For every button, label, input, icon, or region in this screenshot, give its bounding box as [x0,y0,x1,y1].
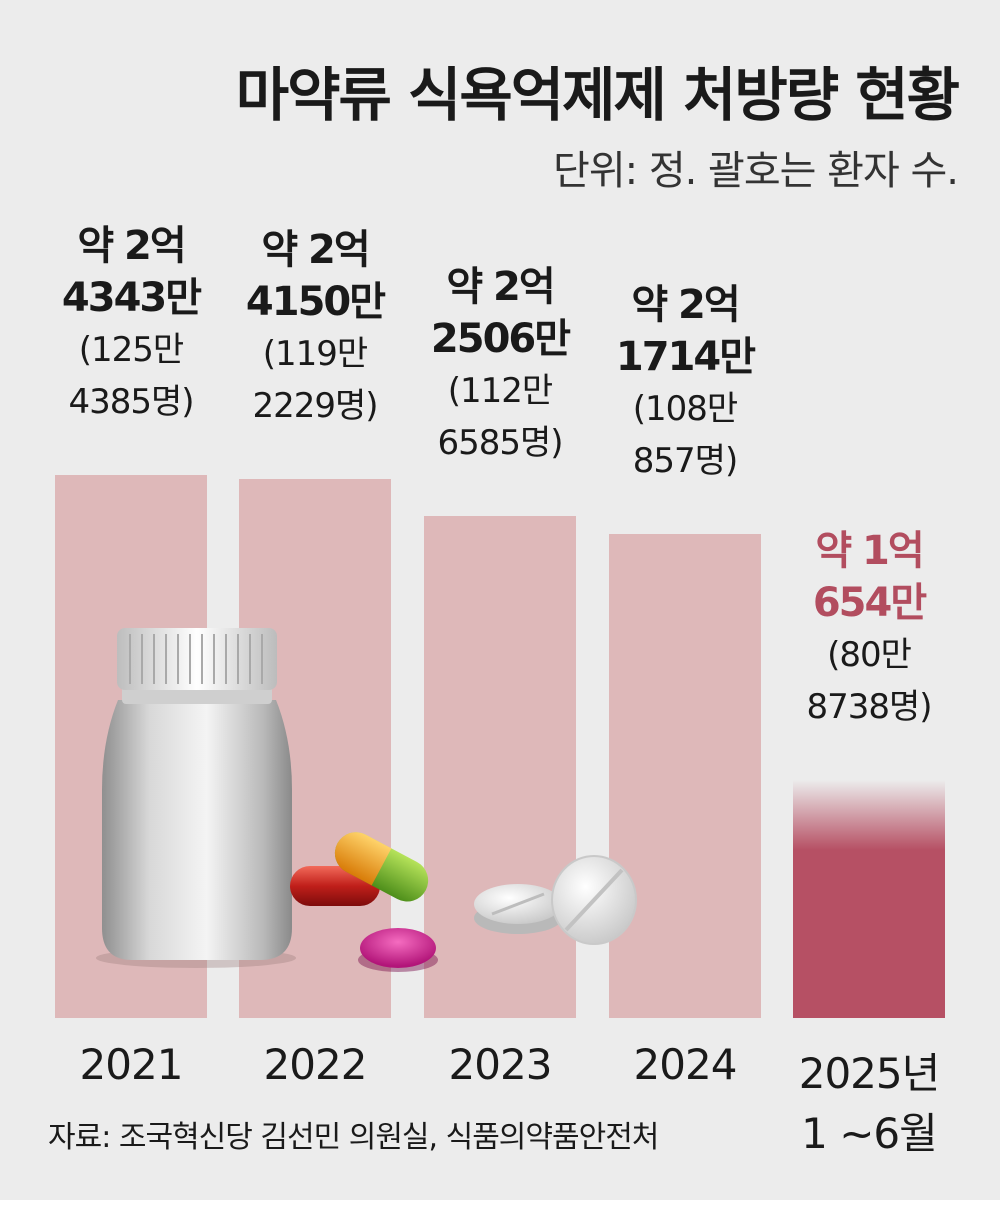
x-tick-label-2: 2023 [448,1040,553,1089]
value-line-1: 약 2억 [446,264,555,311]
x-tick-label-4: 2025년 [798,1049,941,1098]
patients-line-1: (80만 [827,635,912,676]
x-tick-label-1: 2022 [263,1040,368,1089]
patients-line-2: 2229명) [252,386,378,427]
value-label-4: 약 1억 654만 (80만 8738명) [774,525,964,733]
x-tick-label-0: 2021 [79,1040,184,1089]
x-tick-sublabel-4: 1 ~6월 [801,1109,938,1158]
patients-line-1: (112만 [447,371,553,412]
patients-line-2: 8738명) [806,687,932,728]
patients-line-2: 6585명) [437,423,563,464]
patients-line-1: (119만 [262,334,368,375]
x-tick-label-3: 2024 [633,1040,738,1089]
bar-3 [609,533,761,1018]
bar-2 [424,516,576,1018]
value-label-0: 약 2억 4343만 (125만 4385명) [36,220,226,428]
patients-line-2: 857명) [632,440,738,481]
value-line-1: 약 2억 [261,227,370,274]
value-line-2: 1714만 [615,333,756,380]
value-label-1: 약 2억 4150만 (119만 2229명) [220,224,410,432]
bar-4 [793,780,945,1018]
value-line-1: 약 2억 [631,281,740,328]
chart-subtitle: 단위: 정. 괄호는 환자 수. [553,148,959,194]
value-line-1: 약 2억 [77,223,186,270]
value-label-3: 약 2억 1714만 (108만 857명) [590,279,780,487]
value-line-2: 2506만 [430,316,571,363]
source-note: 자료: 조국혁신당 김선민 의원실, 식품의약품안전처 [48,1120,659,1155]
value-line-1: 약 1억 [815,528,924,575]
value-line-2: 4343만 [61,275,202,322]
patients-line-1: (108만 [632,388,738,429]
patients-line-2: 4385명) [68,382,194,423]
value-line-2: 654만 [812,580,927,627]
value-label-2: 약 2억 2506만 (112만 6585명) [405,261,595,469]
patients-line-1: (125만 [78,330,184,371]
value-line-2: 4150만 [245,279,386,326]
chart-title: 마약류 식욕억제제 처방량 현황 [235,61,960,129]
